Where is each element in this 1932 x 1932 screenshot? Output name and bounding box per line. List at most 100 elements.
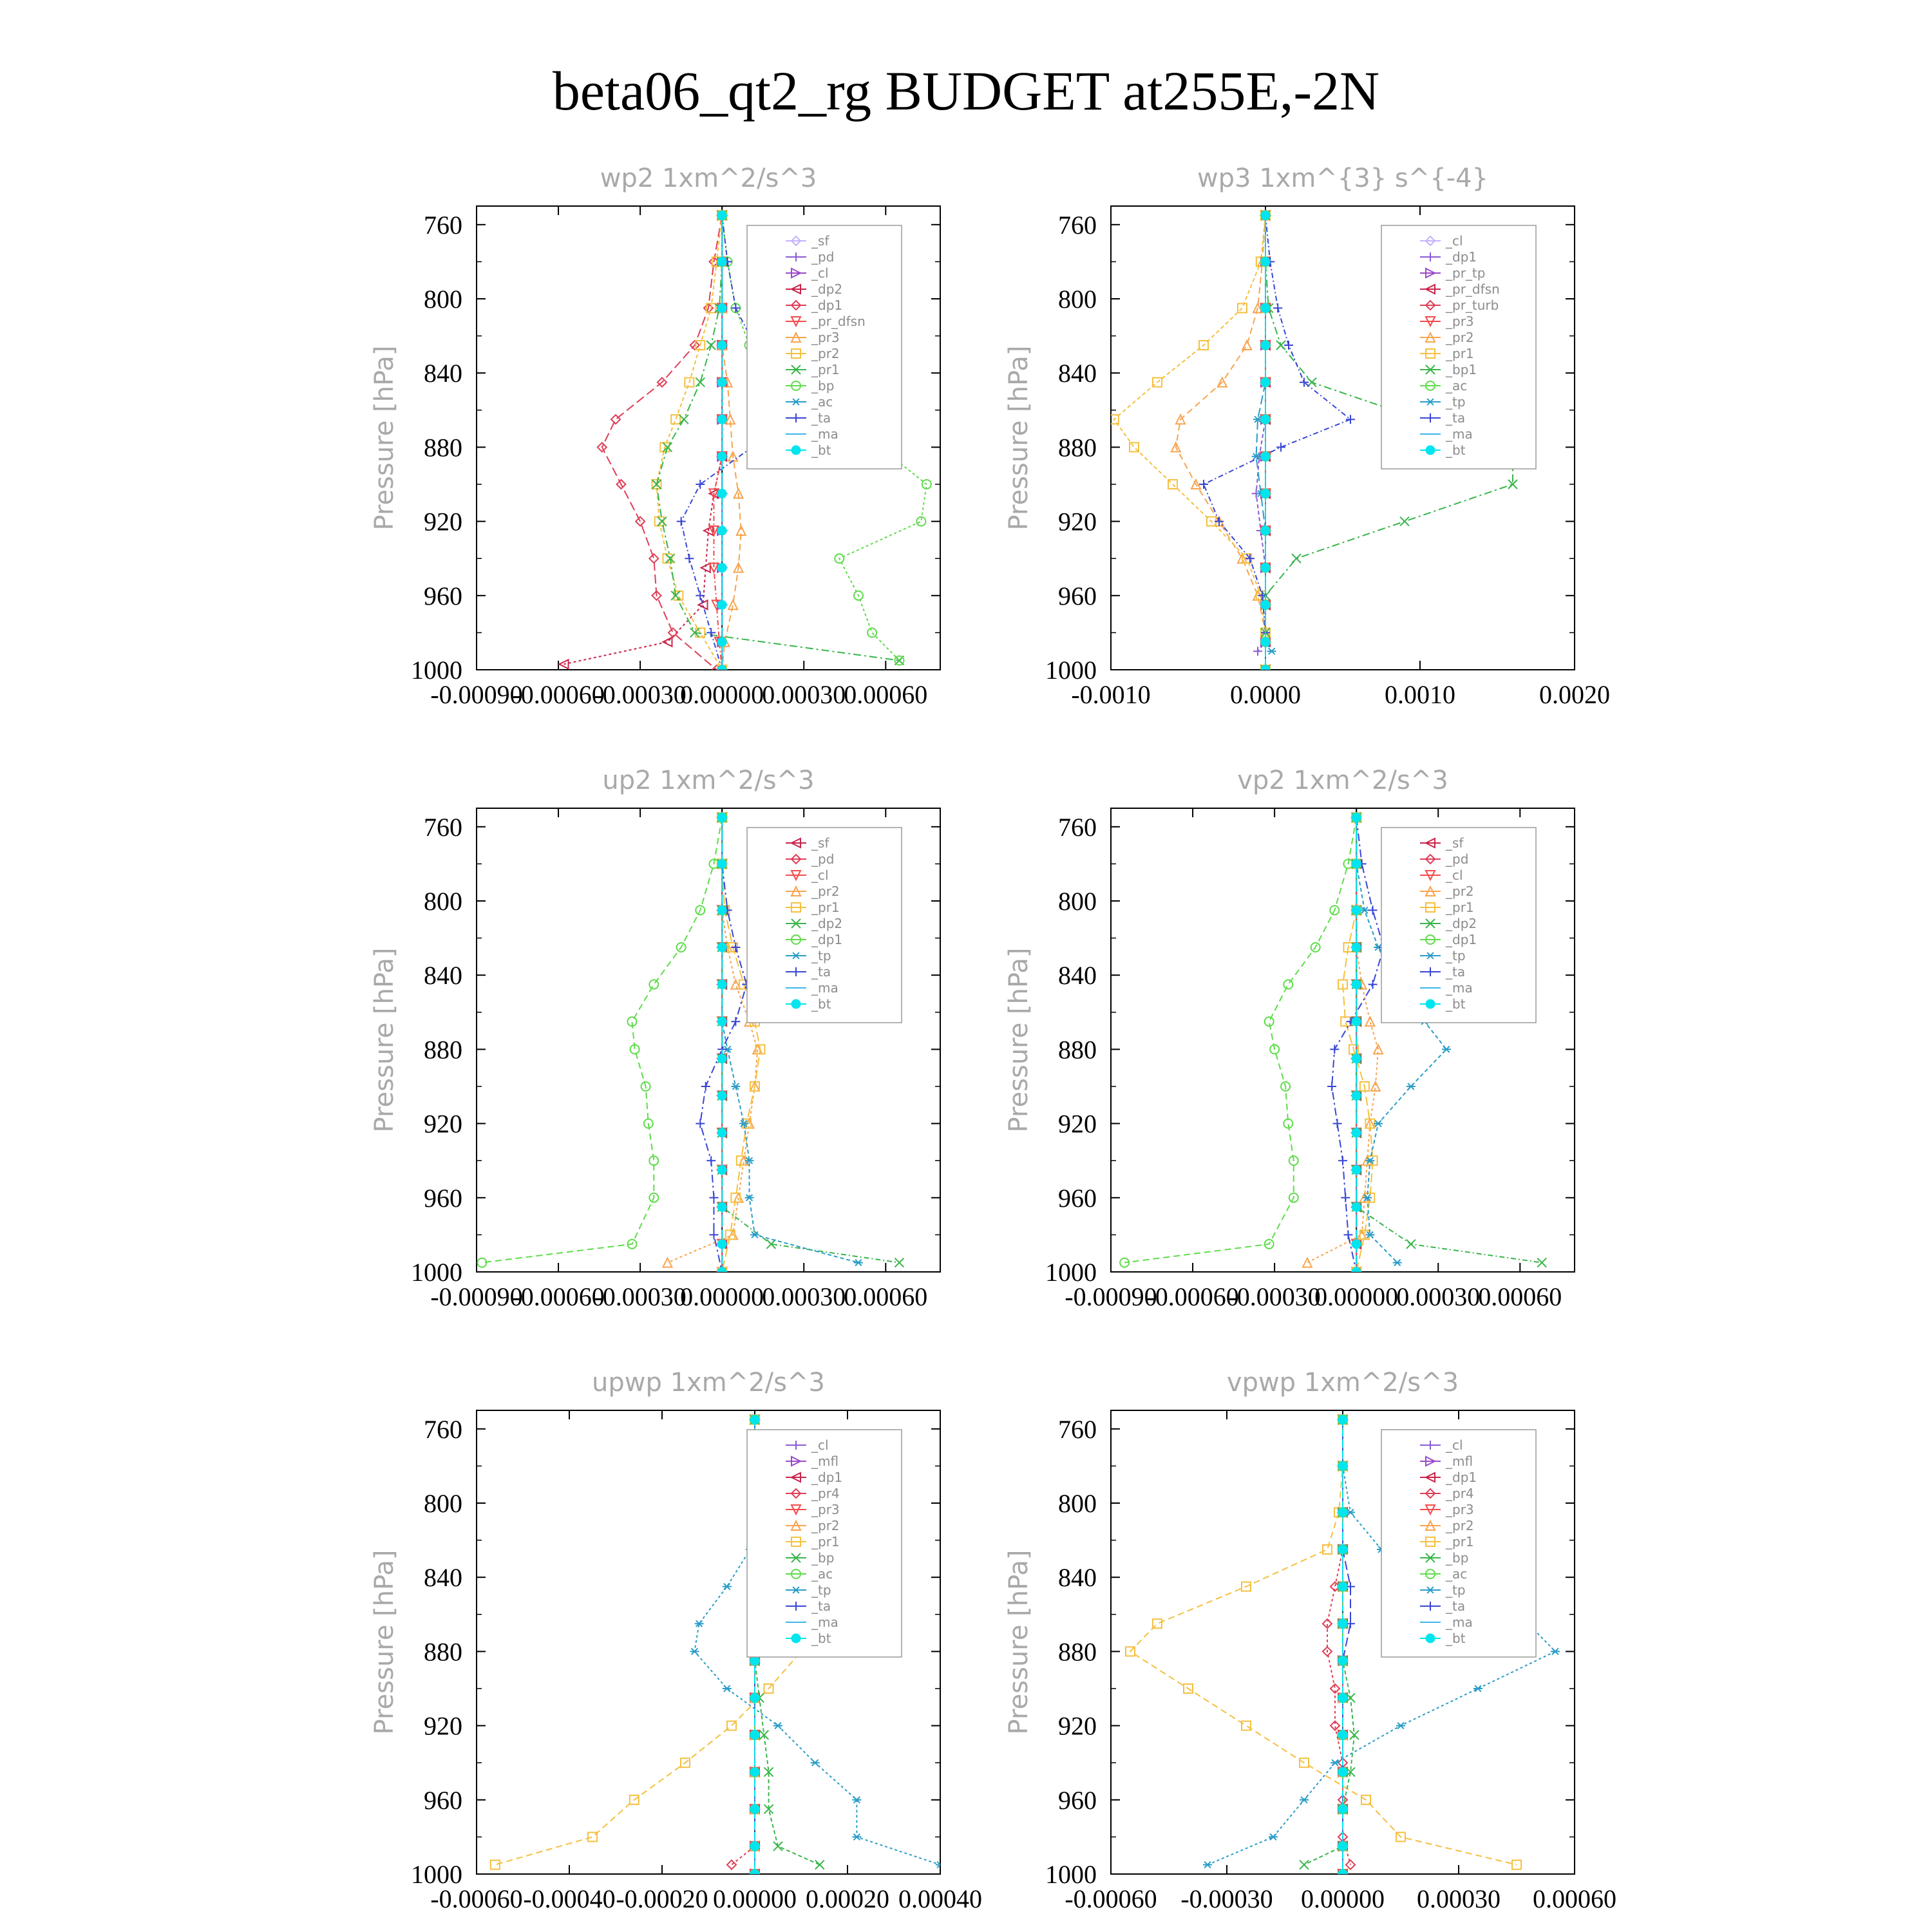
data-point <box>1299 1757 1309 1768</box>
data-point <box>695 377 705 388</box>
legend-entry: _pr1 <box>1420 1534 1474 1549</box>
data-point <box>634 516 646 527</box>
legend-label: _tp <box>811 948 831 963</box>
data-point <box>610 413 621 425</box>
legend-marker <box>791 1633 801 1643</box>
legend-marker <box>1425 918 1435 929</box>
data-point <box>685 554 694 564</box>
data-point <box>708 562 720 574</box>
legend-label: _bt <box>1445 996 1466 1012</box>
legend-marker <box>790 331 802 343</box>
legend-label: _mfl <box>811 1454 838 1469</box>
legend-box <box>746 225 902 469</box>
y-tick-label: 760 <box>1058 813 1097 842</box>
data-point <box>717 1090 727 1101</box>
data-point <box>731 1017 741 1027</box>
data-point <box>477 1257 488 1268</box>
legend-marker <box>791 1537 801 1547</box>
legend-marker <box>791 1602 800 1611</box>
data-point <box>1330 1045 1340 1054</box>
data-point <box>750 1414 760 1425</box>
legend-marker <box>790 885 802 896</box>
data-point <box>717 942 727 952</box>
data-point <box>717 340 727 350</box>
data-point <box>665 553 676 564</box>
legend-label: _bt <box>811 442 831 458</box>
data-point <box>629 1794 639 1805</box>
x-tick-label: 0.00030 <box>1396 1282 1480 1311</box>
data-point <box>661 636 673 648</box>
legend-label: _ma <box>1445 1615 1473 1630</box>
legend-entry: _pr2 <box>1420 884 1474 899</box>
data-point <box>627 1238 638 1249</box>
legend-label: _bp <box>1445 1550 1468 1566</box>
data-point <box>763 1766 774 1777</box>
data-point <box>676 516 686 526</box>
legend-marker <box>1426 1441 1435 1450</box>
data-point <box>750 1692 760 1703</box>
data-point <box>732 488 744 499</box>
x-tick-label: -0.00060 <box>430 1884 522 1913</box>
data-point <box>1260 526 1271 536</box>
data-point <box>1406 1083 1416 1090</box>
legend-label: _dp1 <box>811 932 842 947</box>
data-point <box>852 1833 862 1841</box>
data-point <box>1346 415 1355 424</box>
data-point <box>1329 1720 1341 1732</box>
legend-entry: _ma <box>1420 426 1473 442</box>
legend-marker <box>791 918 801 929</box>
legend-marker <box>790 870 802 882</box>
legend-entry: _cl <box>1420 1437 1463 1453</box>
panel-5: upwp 1xm^2/s^37608008408809209601000-0.0… <box>370 1368 982 1913</box>
legend-marker <box>790 837 801 849</box>
legend-entry: _ma <box>786 426 838 442</box>
data-point <box>1129 442 1139 453</box>
legend-marker <box>1425 365 1435 375</box>
y-tick-label: 1000 <box>411 1860 462 1889</box>
legend-marker <box>790 235 802 247</box>
data-point <box>730 1192 741 1203</box>
legend-entry: _dp1 <box>786 932 842 947</box>
legend-entry: _dp1 <box>1420 932 1477 947</box>
data-point <box>1338 1730 1348 1740</box>
x-tick-label: -0.00060 <box>1065 1884 1157 1913</box>
data-point <box>717 1267 727 1272</box>
data-point <box>1264 1238 1274 1249</box>
data-point <box>558 658 569 670</box>
y-tick-label: 800 <box>424 1489 462 1518</box>
legend-marker <box>1424 1472 1435 1483</box>
legend-label: _pd <box>811 851 834 867</box>
legend-entry: _pr3 <box>786 330 840 345</box>
series-pr2 <box>1170 209 1271 670</box>
data-point <box>643 1118 654 1129</box>
series-bt <box>717 210 727 670</box>
legend-entry: _cl <box>786 1437 829 1453</box>
data-point <box>755 1044 766 1055</box>
data-point <box>750 1656 760 1666</box>
series-dp1 <box>477 812 728 1268</box>
legend-entry: _ta <box>786 1598 831 1614</box>
y-tick-label: 960 <box>1058 1184 1097 1213</box>
legend-label: _pd <box>811 249 834 265</box>
data-point <box>1253 647 1262 656</box>
legend-entry: _pr3 <box>1420 1502 1474 1517</box>
data-point <box>1338 1507 1348 1517</box>
legend-marker <box>790 1488 802 1499</box>
y-tick-label: 840 <box>424 359 462 388</box>
data-point <box>1252 302 1264 314</box>
legend-marker <box>791 999 801 1009</box>
data-point <box>696 591 705 600</box>
x-tick-label: -0.00090 <box>430 680 522 709</box>
legend-entry: _dp1 <box>786 1470 842 1485</box>
legend-marker <box>1425 999 1435 1009</box>
y-tick-label: 760 <box>1058 211 1097 240</box>
data-point <box>731 1083 741 1090</box>
y-axis-label: Pressure [hPa] <box>1004 1550 1034 1735</box>
legend-label: _cl <box>811 1437 829 1453</box>
legend-label: _tp <box>1445 948 1466 963</box>
data-point <box>1241 1720 1251 1731</box>
legend-entry: _ac <box>786 394 833 410</box>
data-point <box>667 627 679 638</box>
data-point <box>750 1841 760 1852</box>
legend-marker <box>791 348 801 359</box>
